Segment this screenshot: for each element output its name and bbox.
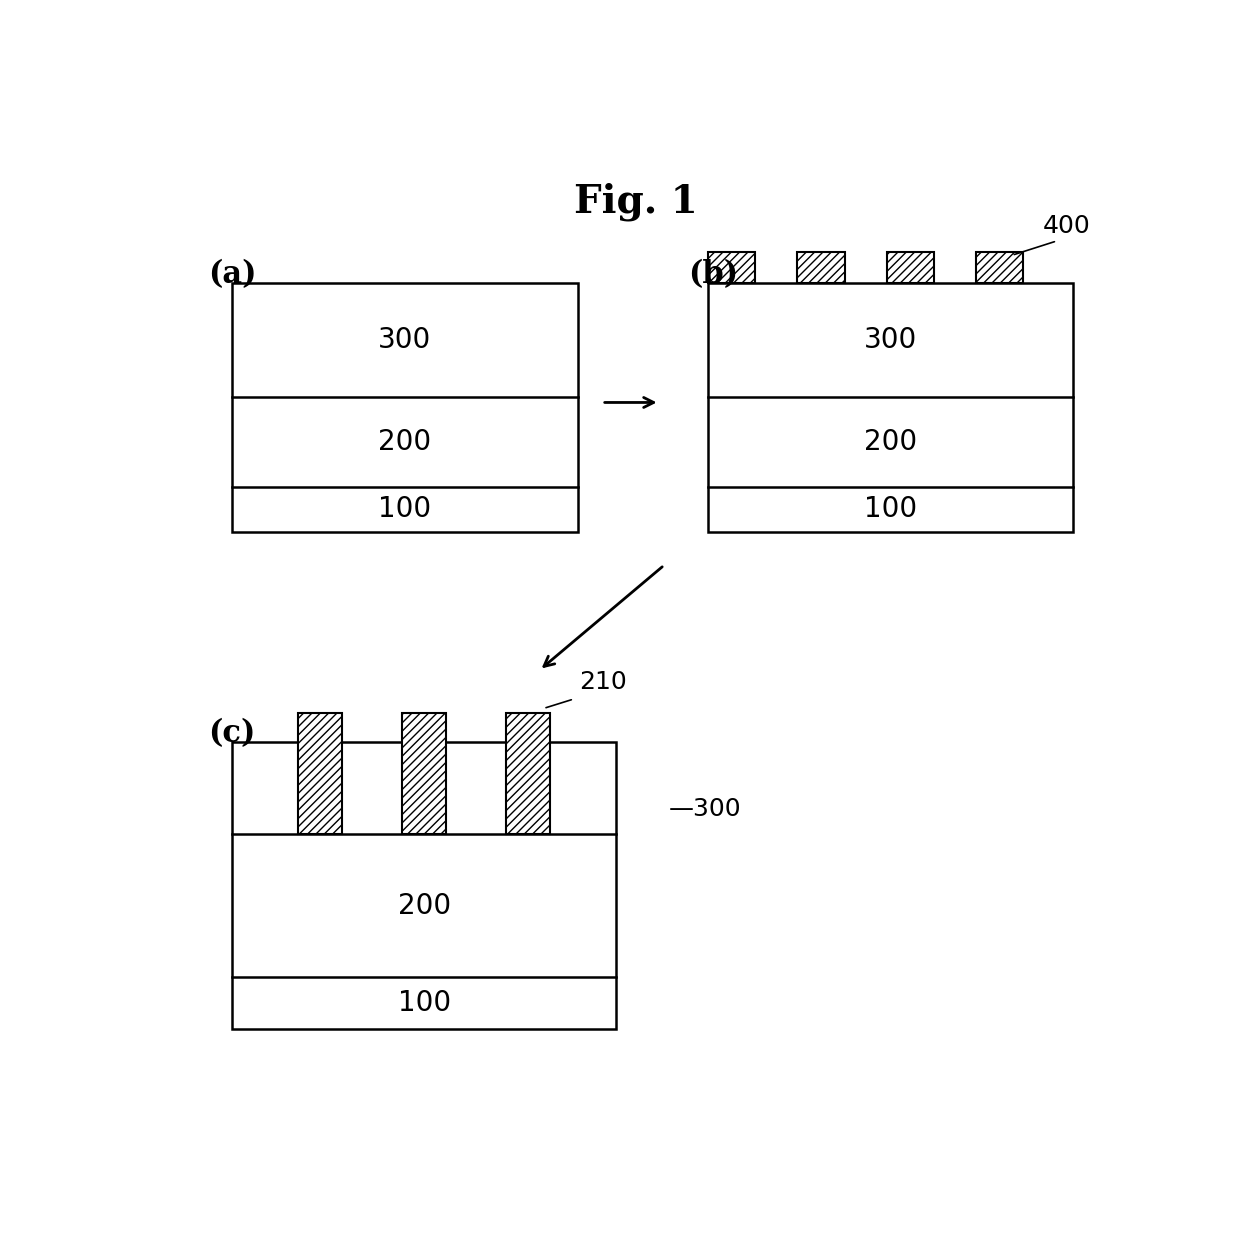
Text: Fig. 1: Fig. 1 — [574, 183, 697, 221]
Text: 210: 210 — [579, 671, 626, 694]
Bar — [976, 252, 1023, 283]
Text: 100: 100 — [378, 496, 432, 523]
Text: (a): (a) — [208, 260, 257, 291]
Bar — [506, 713, 551, 833]
Bar — [232, 283, 578, 532]
Bar — [298, 713, 342, 833]
Bar — [887, 252, 934, 283]
Text: 400: 400 — [1043, 214, 1090, 238]
Text: 100: 100 — [398, 989, 450, 1017]
Bar — [708, 252, 755, 283]
Text: 100: 100 — [863, 496, 916, 523]
Text: 200: 200 — [863, 428, 916, 456]
Bar — [797, 252, 844, 283]
Text: 200: 200 — [378, 428, 432, 456]
Text: 300: 300 — [378, 327, 432, 354]
Bar — [232, 741, 616, 1028]
Bar — [708, 283, 1073, 532]
Text: 300: 300 — [863, 327, 916, 354]
Text: —300: —300 — [670, 797, 742, 821]
Text: (b): (b) — [688, 260, 739, 291]
Text: (c): (c) — [208, 718, 255, 749]
Text: 200: 200 — [398, 892, 450, 919]
Bar — [402, 713, 446, 833]
